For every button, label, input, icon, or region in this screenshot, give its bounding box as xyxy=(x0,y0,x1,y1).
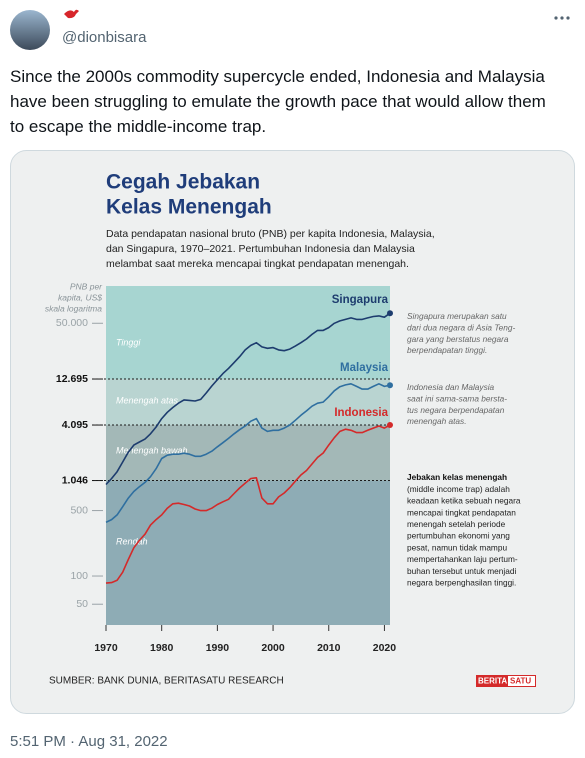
annotation-line: berpendapatan tinggi. xyxy=(407,345,487,355)
x-tick-label: 1990 xyxy=(206,642,230,654)
more-button[interactable] xyxy=(554,16,570,20)
y-axis-label: kapita, US$ xyxy=(58,292,102,302)
annotation-line: (middle income trap) adalah xyxy=(407,484,510,494)
y-tick-label: 50.000 xyxy=(56,317,88,329)
series-line xyxy=(105,424,391,584)
x-tick-label: 2000 xyxy=(261,642,285,654)
x-tick-label: 1980 xyxy=(150,642,174,654)
annotation-line: keadaan ketika sebuah negara xyxy=(407,496,521,506)
chart-subtitle: melambat saat mereka mencapai tingkat pe… xyxy=(106,258,409,270)
tweet-text-line: have been struggling to emulate the grow… xyxy=(10,92,546,111)
annotation-line: Indonesia dan Malaysia xyxy=(407,382,495,392)
annotation-line: dari dua negara di Asia Teng- xyxy=(407,322,515,332)
annotation-line: mencapai tingkat pendapatan xyxy=(407,507,516,517)
chart-subtitle: dan Singapura, 1970–2021. Pertumbuhan In… xyxy=(106,243,415,255)
y-axis-label: skala logaritma xyxy=(45,303,102,313)
annotation-line: menengah setelah periode xyxy=(407,519,506,529)
y-tick-label: 1.046 xyxy=(62,474,88,486)
logo-box-right xyxy=(508,676,535,686)
x-tick-label: 2010 xyxy=(317,642,341,654)
y-tick-label: 12.695 xyxy=(56,373,88,385)
annotation-line: Singapura merupakan satu xyxy=(407,311,507,321)
chart-subtitle: Data pendapatan nasional bruto (PNB) per… xyxy=(106,228,435,240)
annotation-line: pertumbuhan ekonomi yang xyxy=(407,531,510,541)
annotation-line: pesat, namun tidak mampu xyxy=(407,542,507,552)
chart-title: Cegah Jebakan xyxy=(106,171,260,194)
y-tick-label: 100 xyxy=(70,570,88,582)
x-tick-label: 1970 xyxy=(94,642,118,654)
logo-text: BERITA xyxy=(478,677,507,686)
handle[interactable]: @dionbisara xyxy=(62,29,147,46)
tweet-text-line: to escape the middle-income trap. xyxy=(10,117,267,136)
income-band xyxy=(106,379,390,426)
y-tick-label: 4.095 xyxy=(62,419,88,431)
series-label: Singapura xyxy=(332,294,389,306)
source: SUMBER: BANK DUNIA, BERITASATU RESEARCH xyxy=(49,676,284,687)
income-band xyxy=(106,286,390,380)
x-tick-label: 2020 xyxy=(373,642,397,654)
series-line xyxy=(105,312,391,486)
band-label: Rendah xyxy=(116,536,148,546)
band-label: Menengah atas xyxy=(116,395,179,405)
y-tick-label: 50 xyxy=(76,598,88,610)
y-tick-label: 500 xyxy=(70,504,88,516)
annotation-line: menengah atas. xyxy=(407,416,467,426)
timestamp[interactable]: 5:51 PM · Aug 31, 2022 xyxy=(10,733,168,750)
end-point xyxy=(387,421,393,428)
income-band xyxy=(106,480,390,625)
series-label: Indonesia xyxy=(334,407,388,419)
end-point xyxy=(387,310,393,317)
band-label: Menengah bawah xyxy=(116,445,188,455)
avatar[interactable] xyxy=(10,10,50,50)
band-label: Tinggi xyxy=(116,337,141,347)
annotation-title: Jebakan kelas menengah xyxy=(407,472,507,482)
logo-text: SATU xyxy=(510,677,531,686)
annotation-line: gara yang berstatus negara xyxy=(407,334,509,344)
tweet-text-line: Since the 2000s commodity supercycle end… xyxy=(10,67,545,86)
series-label: Malaysia xyxy=(340,362,389,374)
annotation-line: buhan tersebut untuk menjadi xyxy=(407,566,516,576)
emoji xyxy=(64,9,79,19)
annotation-line: tus negara berpendapatan xyxy=(407,405,505,415)
annotation-line: negara berpenghasilan tinggi. xyxy=(407,577,516,587)
y-axis-label: PNB per xyxy=(70,281,103,291)
annotation-line: saat ini sama-sama bersta- xyxy=(407,393,507,403)
chart-title: Kelas Menengah xyxy=(106,196,272,219)
end-point xyxy=(387,382,393,389)
annotation-line: mempertahankan laju pertum- xyxy=(407,554,518,564)
series-line xyxy=(105,383,391,524)
